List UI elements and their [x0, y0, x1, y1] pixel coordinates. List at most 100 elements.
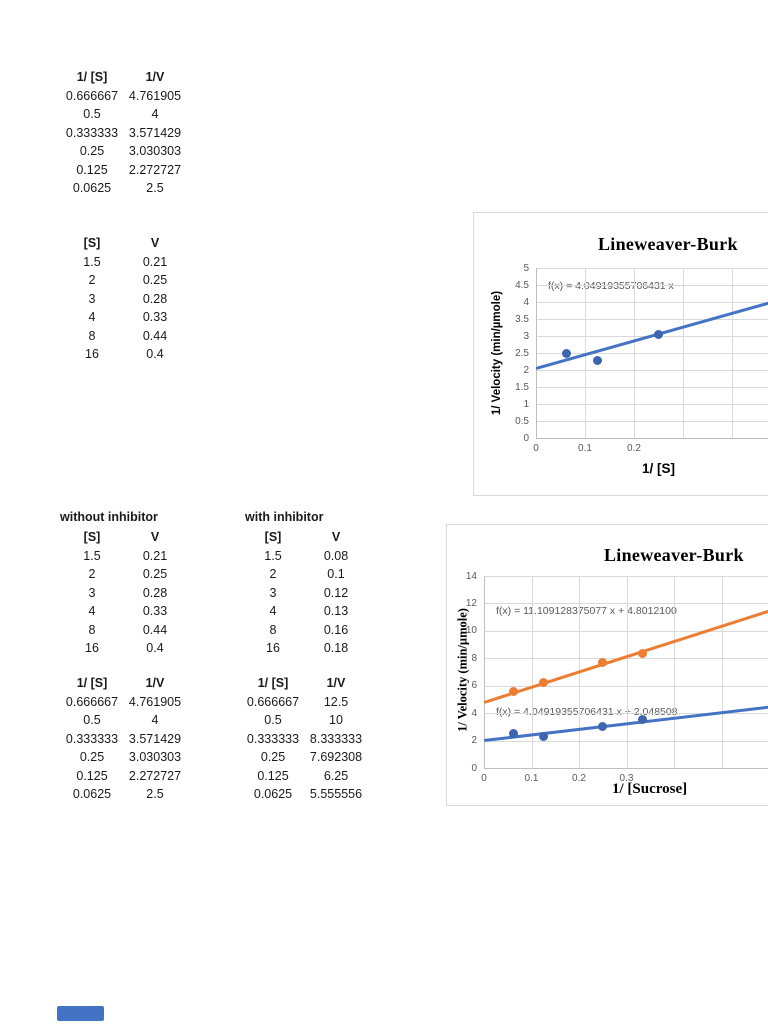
- grid-line-v: [732, 268, 733, 438]
- header-cell: [S]: [83, 236, 101, 251]
- y-tick-label: 6: [471, 680, 477, 692]
- data-point: [598, 721, 608, 731]
- table-header-row: 1/ [S] 1/V: [57, 674, 183, 693]
- x-tick-label: 0.1: [524, 773, 539, 784]
- table-row: 3 0.28: [57, 290, 183, 309]
- header-cell: 1/ [S]: [257, 676, 289, 691]
- y-tick-label: 2.5: [515, 347, 529, 359]
- without-inhibitor-label: without inhibitor: [60, 510, 158, 524]
- cell: 0.08: [323, 548, 349, 563]
- table-row: 0.333333 3.571429: [57, 730, 183, 749]
- cell: 12.5: [323, 694, 349, 709]
- grid-line-v: [531, 576, 533, 768]
- cell: 4: [151, 107, 159, 122]
- y-tick-label: 4: [471, 707, 477, 719]
- grid-line-h: [536, 302, 768, 303]
- table-row: 8 0.16: [238, 621, 364, 640]
- grid-line-h: [536, 421, 768, 422]
- cell: 8.333333: [309, 731, 363, 746]
- table-row: 0.666667 12.5: [238, 693, 364, 712]
- trendline-equation-without-inhibitor: f(x) = 4.04919355706431 x + 2.048508: [496, 706, 678, 718]
- data-point: [598, 658, 608, 667]
- y-tick-label: 8: [471, 652, 477, 664]
- cell: 0.0625: [72, 181, 112, 196]
- grid-line-v: [626, 576, 628, 768]
- table-header-row: [S] V: [238, 528, 364, 547]
- cell: 1.5: [264, 548, 282, 563]
- cell: 4.761905: [128, 694, 182, 709]
- grid-line-h: [484, 713, 768, 715]
- y-tick-label: 10: [465, 625, 477, 637]
- y-tick-label: 0: [523, 432, 529, 444]
- chart-title: Lineweaver-Burk: [604, 545, 744, 565]
- cell: 4: [88, 604, 96, 619]
- cell: 0.4: [146, 347, 164, 362]
- table-row: 0.5 4: [57, 711, 183, 730]
- table-row: 0.25 3.030303: [57, 748, 183, 767]
- cell: 0.28: [142, 291, 168, 306]
- cell: 0.4: [146, 641, 164, 656]
- x-tick-label: 0.2: [572, 773, 586, 784]
- y-axis-line: [536, 268, 537, 438]
- table-row: 8 0.44: [57, 621, 183, 640]
- header-cell: [S]: [264, 530, 282, 545]
- cell: 8: [269, 622, 277, 637]
- cell: 2.272727: [128, 162, 182, 177]
- cell: 0.125: [76, 768, 108, 783]
- grid-line-h: [484, 630, 768, 632]
- cell: 0.0625: [253, 787, 293, 802]
- x-tick-label: 0: [481, 773, 487, 784]
- lineweaver-burk-chart-single[interactable]: Lineweaver-Burk f(x) = 4.04919355706431 …: [473, 212, 768, 496]
- table-row: 0.125 6.25: [238, 767, 364, 786]
- cell: 3: [88, 585, 96, 600]
- chart-title: Lineweaver-Burk: [598, 234, 738, 254]
- cell: 1.5: [83, 548, 101, 563]
- cell: 2: [88, 567, 96, 582]
- cell: 4: [269, 604, 277, 619]
- cell: 0.18: [323, 641, 349, 656]
- cell: 2.5: [146, 181, 164, 196]
- table-row: 0.125 2.272727: [57, 161, 183, 180]
- header-cell: 1/ [S]: [76, 676, 108, 691]
- cell: 0.1: [327, 567, 345, 582]
- table-row: 0.333333 8.333333: [238, 730, 364, 749]
- lineweaver-burk-chart-comparison[interactable]: Lineweaver-Burk f(x) = 11.109128375077 x…: [446, 524, 768, 806]
- cell: 0.21: [142, 548, 168, 563]
- data-point: [637, 649, 647, 659]
- grid-line-v: [683, 268, 684, 438]
- cell: 3.571429: [128, 125, 182, 140]
- x-axis-line: [484, 768, 768, 769]
- table-row: 0.5 10: [238, 711, 364, 730]
- grid-line-v: [674, 576, 675, 768]
- y-tick-label: 1: [523, 398, 529, 410]
- cell: 8: [88, 328, 96, 343]
- cell: 4.761905: [128, 88, 182, 103]
- grid-line-h: [536, 319, 768, 320]
- header-cell: V: [331, 530, 341, 545]
- header-cell: V: [150, 236, 160, 251]
- table-row: 0.125 2.272727: [57, 767, 183, 786]
- y-tick-label: 3.5: [515, 313, 529, 325]
- cell: 6.25: [323, 768, 349, 783]
- y-tick-label: 0.5: [515, 415, 529, 427]
- cell: 3.030303: [128, 144, 182, 159]
- cell: 8: [88, 622, 96, 637]
- table-row: 4 0.33: [57, 602, 183, 621]
- table-raw-top: [S] V 1.5 0.21 2 0.25 3 0.28 4 0.33 8 0.44 16 0.4: [57, 234, 183, 364]
- x-axis-line: [536, 438, 768, 439]
- table-row: 8 0.44: [57, 327, 183, 346]
- data-point: [562, 348, 572, 358]
- table-row: 2 0.25: [57, 271, 183, 290]
- y-tick-label: 12: [465, 597, 477, 609]
- data-point: [592, 356, 602, 366]
- y-tick-label: 14: [465, 570, 477, 582]
- cell: 0.44: [142, 328, 168, 343]
- grid-line-h: [536, 353, 768, 354]
- grid-line-h: [484, 740, 768, 742]
- scrollbar-thumb[interactable]: [57, 1006, 104, 1021]
- table-row: 0.666667 4.761905: [57, 87, 183, 106]
- grid-line-h: [536, 387, 768, 388]
- table-row: 3 0.12: [238, 584, 364, 603]
- x-axis-title: 1/ [S]: [642, 461, 676, 476]
- x-tick-label: 0.2: [627, 443, 641, 454]
